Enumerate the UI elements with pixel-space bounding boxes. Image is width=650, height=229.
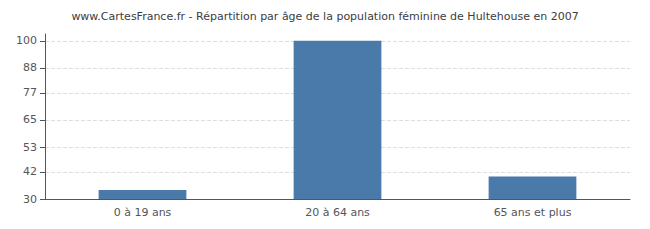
svg-text:77: 77 [23, 86, 37, 99]
svg-text:42: 42 [23, 165, 37, 178]
svg-text:20 à 64 ans: 20 à 64 ans [305, 206, 370, 219]
svg-text:www.CartesFrance.fr - Répartit: www.CartesFrance.fr - Répartition par âg… [71, 10, 578, 23]
svg-text:100: 100 [16, 34, 37, 47]
svg-text:88: 88 [23, 61, 37, 74]
svg-text:0 à 19 ans: 0 à 19 ans [114, 206, 172, 219]
svg-text:53: 53 [23, 141, 37, 154]
svg-text:65 ans et plus: 65 ans et plus [494, 206, 572, 219]
svg-text:65: 65 [23, 113, 37, 126]
svg-text:30: 30 [23, 193, 37, 206]
